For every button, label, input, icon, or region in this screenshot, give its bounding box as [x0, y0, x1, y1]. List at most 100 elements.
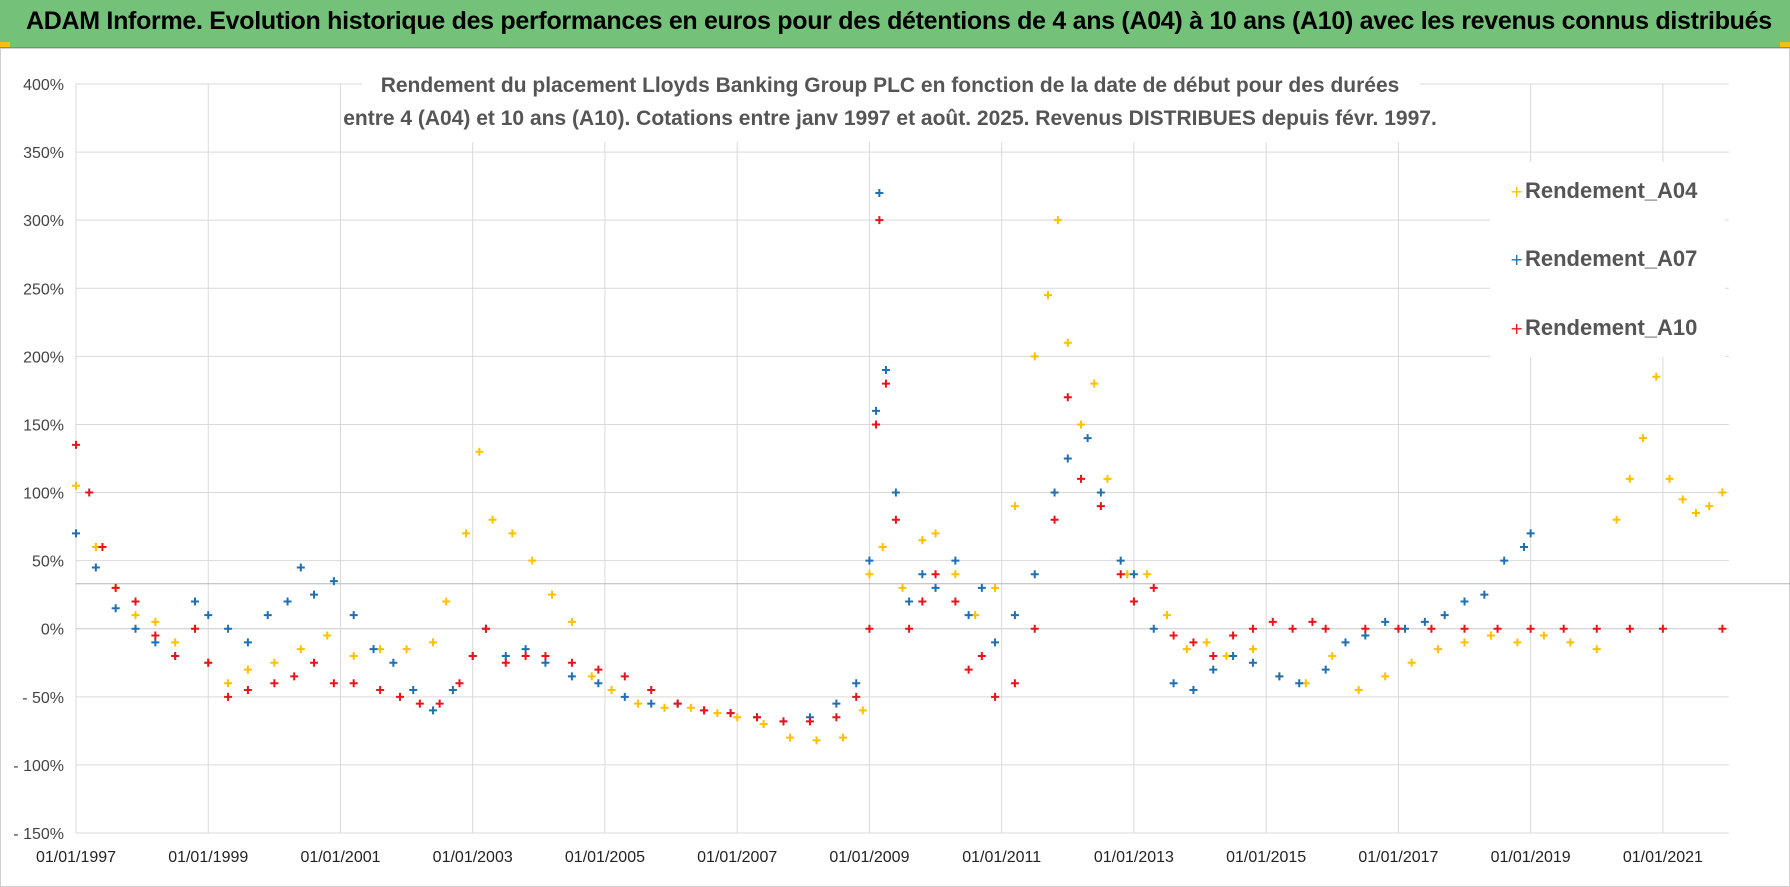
data-point: [329, 577, 338, 586]
legend: + Rendement_A04 + Rendement_A07 + Rendem…: [1490, 162, 1725, 357]
data-point: [1407, 658, 1416, 667]
data-point: [72, 440, 80, 449]
data-point: [468, 651, 477, 660]
data-point: [1229, 651, 1238, 660]
data-point: [881, 379, 890, 388]
chart-title-line-1: Rendement du placement Lloyds Banking Gr…: [381, 74, 1400, 97]
legend-marker-a10: +: [1510, 319, 1523, 338]
x-tick-label: 01/01/2009: [829, 849, 909, 866]
data-point: [918, 536, 927, 545]
data-point: [1592, 624, 1601, 633]
data-point: [442, 597, 451, 606]
data-point: [1053, 216, 1062, 225]
data-point: [1341, 638, 1350, 647]
data-point: [1275, 672, 1284, 681]
data-point: [805, 717, 814, 726]
data-point: [1612, 515, 1621, 524]
data-point: [587, 672, 596, 681]
data-point: [1063, 454, 1072, 463]
data-point: [753, 713, 762, 722]
data-point: [1394, 624, 1403, 633]
data-point: [759, 720, 768, 729]
data-point: [72, 481, 80, 490]
data-point: [1566, 638, 1575, 647]
data-point: [726, 709, 735, 718]
data-point: [1486, 631, 1495, 640]
data-point: [191, 597, 200, 606]
data-point: [1248, 658, 1257, 667]
banner-title: ADAM Informe. Evolution historique des p…: [26, 7, 1772, 35]
data-point: [567, 617, 576, 626]
data-point: [1652, 372, 1661, 381]
data-point: [1077, 420, 1086, 429]
data-point: [1434, 645, 1443, 654]
data-point: [448, 686, 457, 695]
data-point: [1295, 679, 1304, 688]
data-point: [1592, 645, 1601, 654]
data-point: [1361, 631, 1370, 640]
data-point: [501, 658, 510, 667]
data-point: [1520, 543, 1529, 552]
data-point: [409, 686, 418, 695]
data-point: [1381, 672, 1390, 681]
data-point: [521, 645, 530, 654]
data-point: [1460, 638, 1469, 647]
data-point: [852, 692, 861, 701]
data-point: [1043, 291, 1052, 300]
data-point: [1129, 597, 1138, 606]
data-point: [779, 717, 788, 726]
data-point: [1209, 651, 1218, 660]
data-point: [1460, 597, 1469, 606]
data-point: [1209, 665, 1218, 674]
y-tick-label: 300%: [23, 213, 64, 230]
data-point: [429, 706, 438, 715]
data-point: [1361, 624, 1370, 633]
data-point: [838, 733, 847, 742]
data-point: [905, 624, 914, 633]
data-point: [1493, 624, 1502, 633]
data-point: [376, 686, 385, 695]
data-point: [204, 611, 213, 620]
data-point: [875, 188, 884, 197]
data-point: [1169, 631, 1178, 640]
data-point: [1665, 474, 1674, 483]
data-point: [548, 590, 557, 599]
data-point: [1010, 679, 1019, 688]
data-point: [395, 692, 404, 701]
legend-background: [1490, 162, 1725, 357]
data-point: [528, 556, 537, 565]
data-point: [521, 651, 530, 660]
data-point: [1202, 638, 1211, 647]
data-point: [620, 672, 629, 681]
x-tick-label: 01/01/2003: [433, 849, 513, 866]
data-point: [111, 583, 120, 592]
data-point: [865, 570, 874, 579]
data-point: [1077, 474, 1086, 483]
data-point: [243, 686, 252, 695]
data-point: [918, 597, 927, 606]
data-point: [131, 611, 140, 620]
data-point: [865, 624, 874, 633]
data-point: [1559, 624, 1568, 633]
data-point: [1083, 434, 1092, 443]
data-point: [991, 638, 1000, 647]
data-point: [1103, 474, 1112, 483]
data-point: [270, 679, 279, 688]
data-point: [700, 706, 709, 715]
data-point: [1658, 624, 1667, 633]
data-point: [964, 611, 973, 620]
data-point: [891, 488, 900, 497]
data-point: [151, 638, 160, 647]
y-tick-label: 400%: [23, 77, 64, 94]
legend-marker-a07: +: [1510, 250, 1523, 269]
data-point: [1480, 590, 1489, 599]
data-point: [1096, 488, 1105, 497]
data-point: [1189, 686, 1198, 695]
data-point: [1010, 611, 1019, 620]
data-point: [131, 597, 140, 606]
data-point: [1328, 651, 1337, 660]
data-point: [1010, 502, 1019, 511]
data-point: [1513, 638, 1522, 647]
data-point: [1182, 645, 1191, 654]
